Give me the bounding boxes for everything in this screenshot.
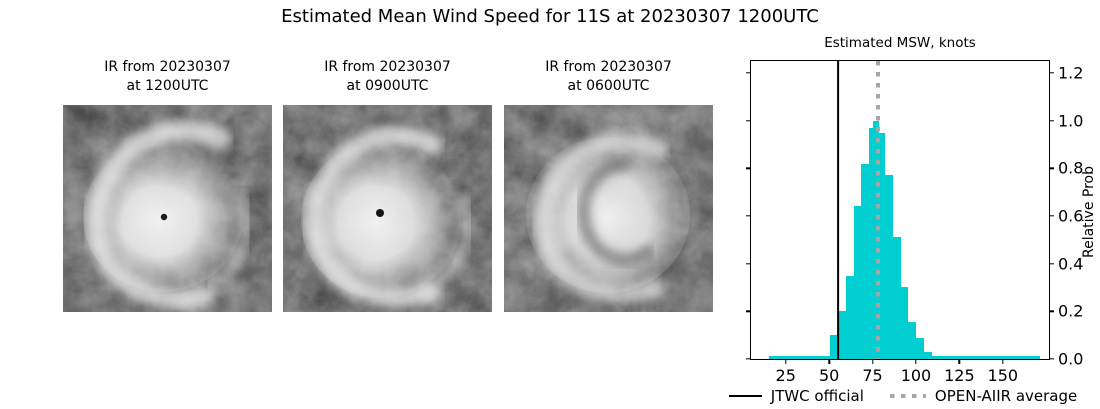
y-tick-mark-left bbox=[746, 262, 751, 265]
y-tick-label: 0.4 bbox=[1058, 254, 1084, 274]
panel-title-0600utc: IR from 20230307 at 0600UTC bbox=[504, 58, 713, 96]
panel-title-0900utc: IR from 20230307 at 0900UTC bbox=[283, 58, 492, 96]
openaiir-average-line bbox=[876, 61, 881, 359]
y-tick-mark-right bbox=[1049, 262, 1054, 265]
cyclone-eye bbox=[376, 209, 384, 217]
y-tick-label: 0.2 bbox=[1058, 301, 1084, 321]
panel-title-line2: at 1200UTC bbox=[126, 78, 209, 94]
y-tick-mark-right bbox=[1049, 167, 1054, 169]
x-tick-mark bbox=[785, 359, 787, 364]
y-tick-mark-left bbox=[746, 215, 751, 217]
x-tick-label: 125 bbox=[944, 366, 975, 385]
x-tick-mark bbox=[828, 359, 830, 364]
x-tick-mark bbox=[871, 359, 874, 364]
histogram-bar bbox=[861, 163, 870, 359]
panel-title-line2: at 0600UTC bbox=[567, 78, 650, 94]
legend-label: OPEN-AIIR average bbox=[934, 387, 1078, 405]
y-tick-label: 0.8 bbox=[1058, 158, 1084, 178]
histogram-bar bbox=[884, 175, 893, 359]
y-tick-mark-left bbox=[746, 119, 751, 122]
y-tick-mark-left bbox=[746, 72, 751, 74]
y-axis-label: Relative Prob bbox=[1081, 165, 1097, 259]
y-tick-mark-left bbox=[746, 310, 751, 313]
histogram-plot-area: 25 50 75 100 125 150 0.0 0.2 0.4 0.6 0.8 1.0 1.2 bbox=[746, 60, 1083, 385]
histogram-bar bbox=[845, 275, 854, 359]
figure-title: Estimated Mean Wind Speed for 11S at 202… bbox=[281, 6, 819, 27]
y-tick-mark-left bbox=[746, 167, 751, 169]
y-tick-label: 1.0 bbox=[1058, 111, 1084, 131]
y-tick-label: 0.6 bbox=[1058, 206, 1084, 226]
x-tick-label: 150 bbox=[987, 366, 1019, 385]
y-tick-mark-right bbox=[1049, 215, 1054, 217]
y-tick-mark-right bbox=[1049, 310, 1054, 313]
jtwc-official-line bbox=[836, 61, 839, 359]
dotted-line-swatch bbox=[889, 394, 926, 398]
panel-title-line1: IR from 20230307 bbox=[324, 59, 451, 75]
y-tick-mark-right bbox=[1049, 119, 1054, 122]
y-tick-mark-right bbox=[1049, 358, 1054, 360]
ir-satellite-image-0600utc bbox=[504, 105, 713, 312]
histogram-bar bbox=[908, 322, 917, 359]
x-tick-mark bbox=[958, 359, 961, 364]
histogram-bar bbox=[916, 337, 924, 359]
solid-line-swatch bbox=[728, 394, 762, 398]
x-tick-label: 100 bbox=[900, 366, 932, 385]
y-tick-mark-right bbox=[1049, 72, 1054, 74]
ir-satellite-image-1200utc bbox=[63, 105, 272, 312]
x-tick-label: 50 bbox=[818, 366, 840, 385]
y-tick-label: 1.2 bbox=[1058, 63, 1084, 83]
cyclone-eye bbox=[160, 213, 168, 221]
histogram-bar bbox=[900, 287, 909, 359]
panel-title-line1: IR from 20230307 bbox=[104, 59, 231, 75]
histogram-bar bbox=[923, 351, 932, 359]
x-tick-mark bbox=[1002, 359, 1004, 364]
histogram-bar bbox=[892, 237, 901, 359]
histogram-bar bbox=[873, 120, 880, 359]
legend-label: JTWC official bbox=[770, 387, 864, 405]
chart-title: Estimated MSW, knots bbox=[824, 35, 976, 51]
histogram-bar bbox=[877, 132, 885, 359]
histogram-bar bbox=[838, 311, 846, 359]
x-tick-label: 25 bbox=[775, 366, 796, 385]
legend-item-openaiir: OPEN-AIIR average bbox=[889, 387, 1078, 405]
ir-satellite-image-0900utc bbox=[283, 105, 492, 312]
chart-legend: JTWC official OPEN-AIIR average bbox=[706, 386, 1100, 406]
panel-title-line2: at 0900UTC bbox=[346, 78, 429, 94]
y-tick-label: 0.0 bbox=[1058, 349, 1084, 369]
legend-item-jtwc: JTWC official bbox=[728, 387, 864, 405]
histogram-bar bbox=[853, 206, 862, 359]
panel-title-1200utc: IR from 20230307 at 1200UTC bbox=[63, 58, 272, 96]
panel-title-line1: IR from 20230307 bbox=[545, 59, 672, 75]
histogram-bar bbox=[830, 335, 838, 359]
y-tick-mark-left bbox=[746, 358, 751, 360]
x-tick-label: 75 bbox=[862, 366, 883, 385]
x-tick-mark bbox=[915, 359, 917, 364]
